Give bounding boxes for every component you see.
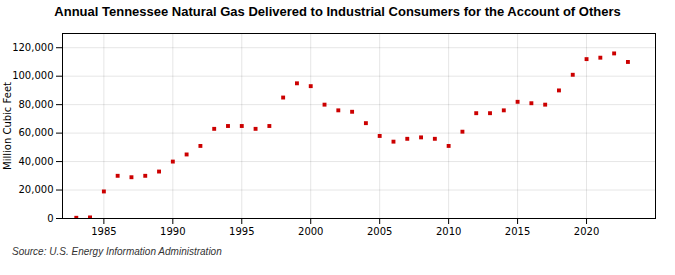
svg-text:1995: 1995 — [229, 226, 254, 237]
svg-text:40,000: 40,000 — [19, 156, 54, 167]
html-text:Annual Tennessee Natural Gas D: Annual Tennessee Natural Gas Delivered t… — [54, 4, 621, 19]
html-text:Source: U.S. Energy Informatio: Source: U.S. Energy Information Administ… — [12, 246, 222, 257]
svg-text:120,000: 120,000 — [12, 42, 53, 53]
svg-text:1985: 1985 — [91, 226, 116, 237]
svg-text:2015: 2015 — [505, 226, 530, 237]
svg-text:60,000: 60,000 — [19, 127, 54, 138]
svg-text:100,000: 100,000 — [12, 70, 53, 81]
svg-text:0: 0 — [47, 213, 53, 224]
svg-text:20,000: 20,000 — [19, 184, 54, 195]
svg-text:80,000: 80,000 — [19, 99, 54, 110]
svg-text:2005: 2005 — [367, 226, 392, 237]
svg-text:Million Cubic Feet: Million Cubic Feet — [2, 82, 13, 170]
svg-text:2020: 2020 — [574, 226, 599, 237]
svg-text:1990: 1990 — [160, 226, 185, 237]
svg-text:2010: 2010 — [436, 226, 461, 237]
svg-text:2000: 2000 — [298, 226, 323, 237]
